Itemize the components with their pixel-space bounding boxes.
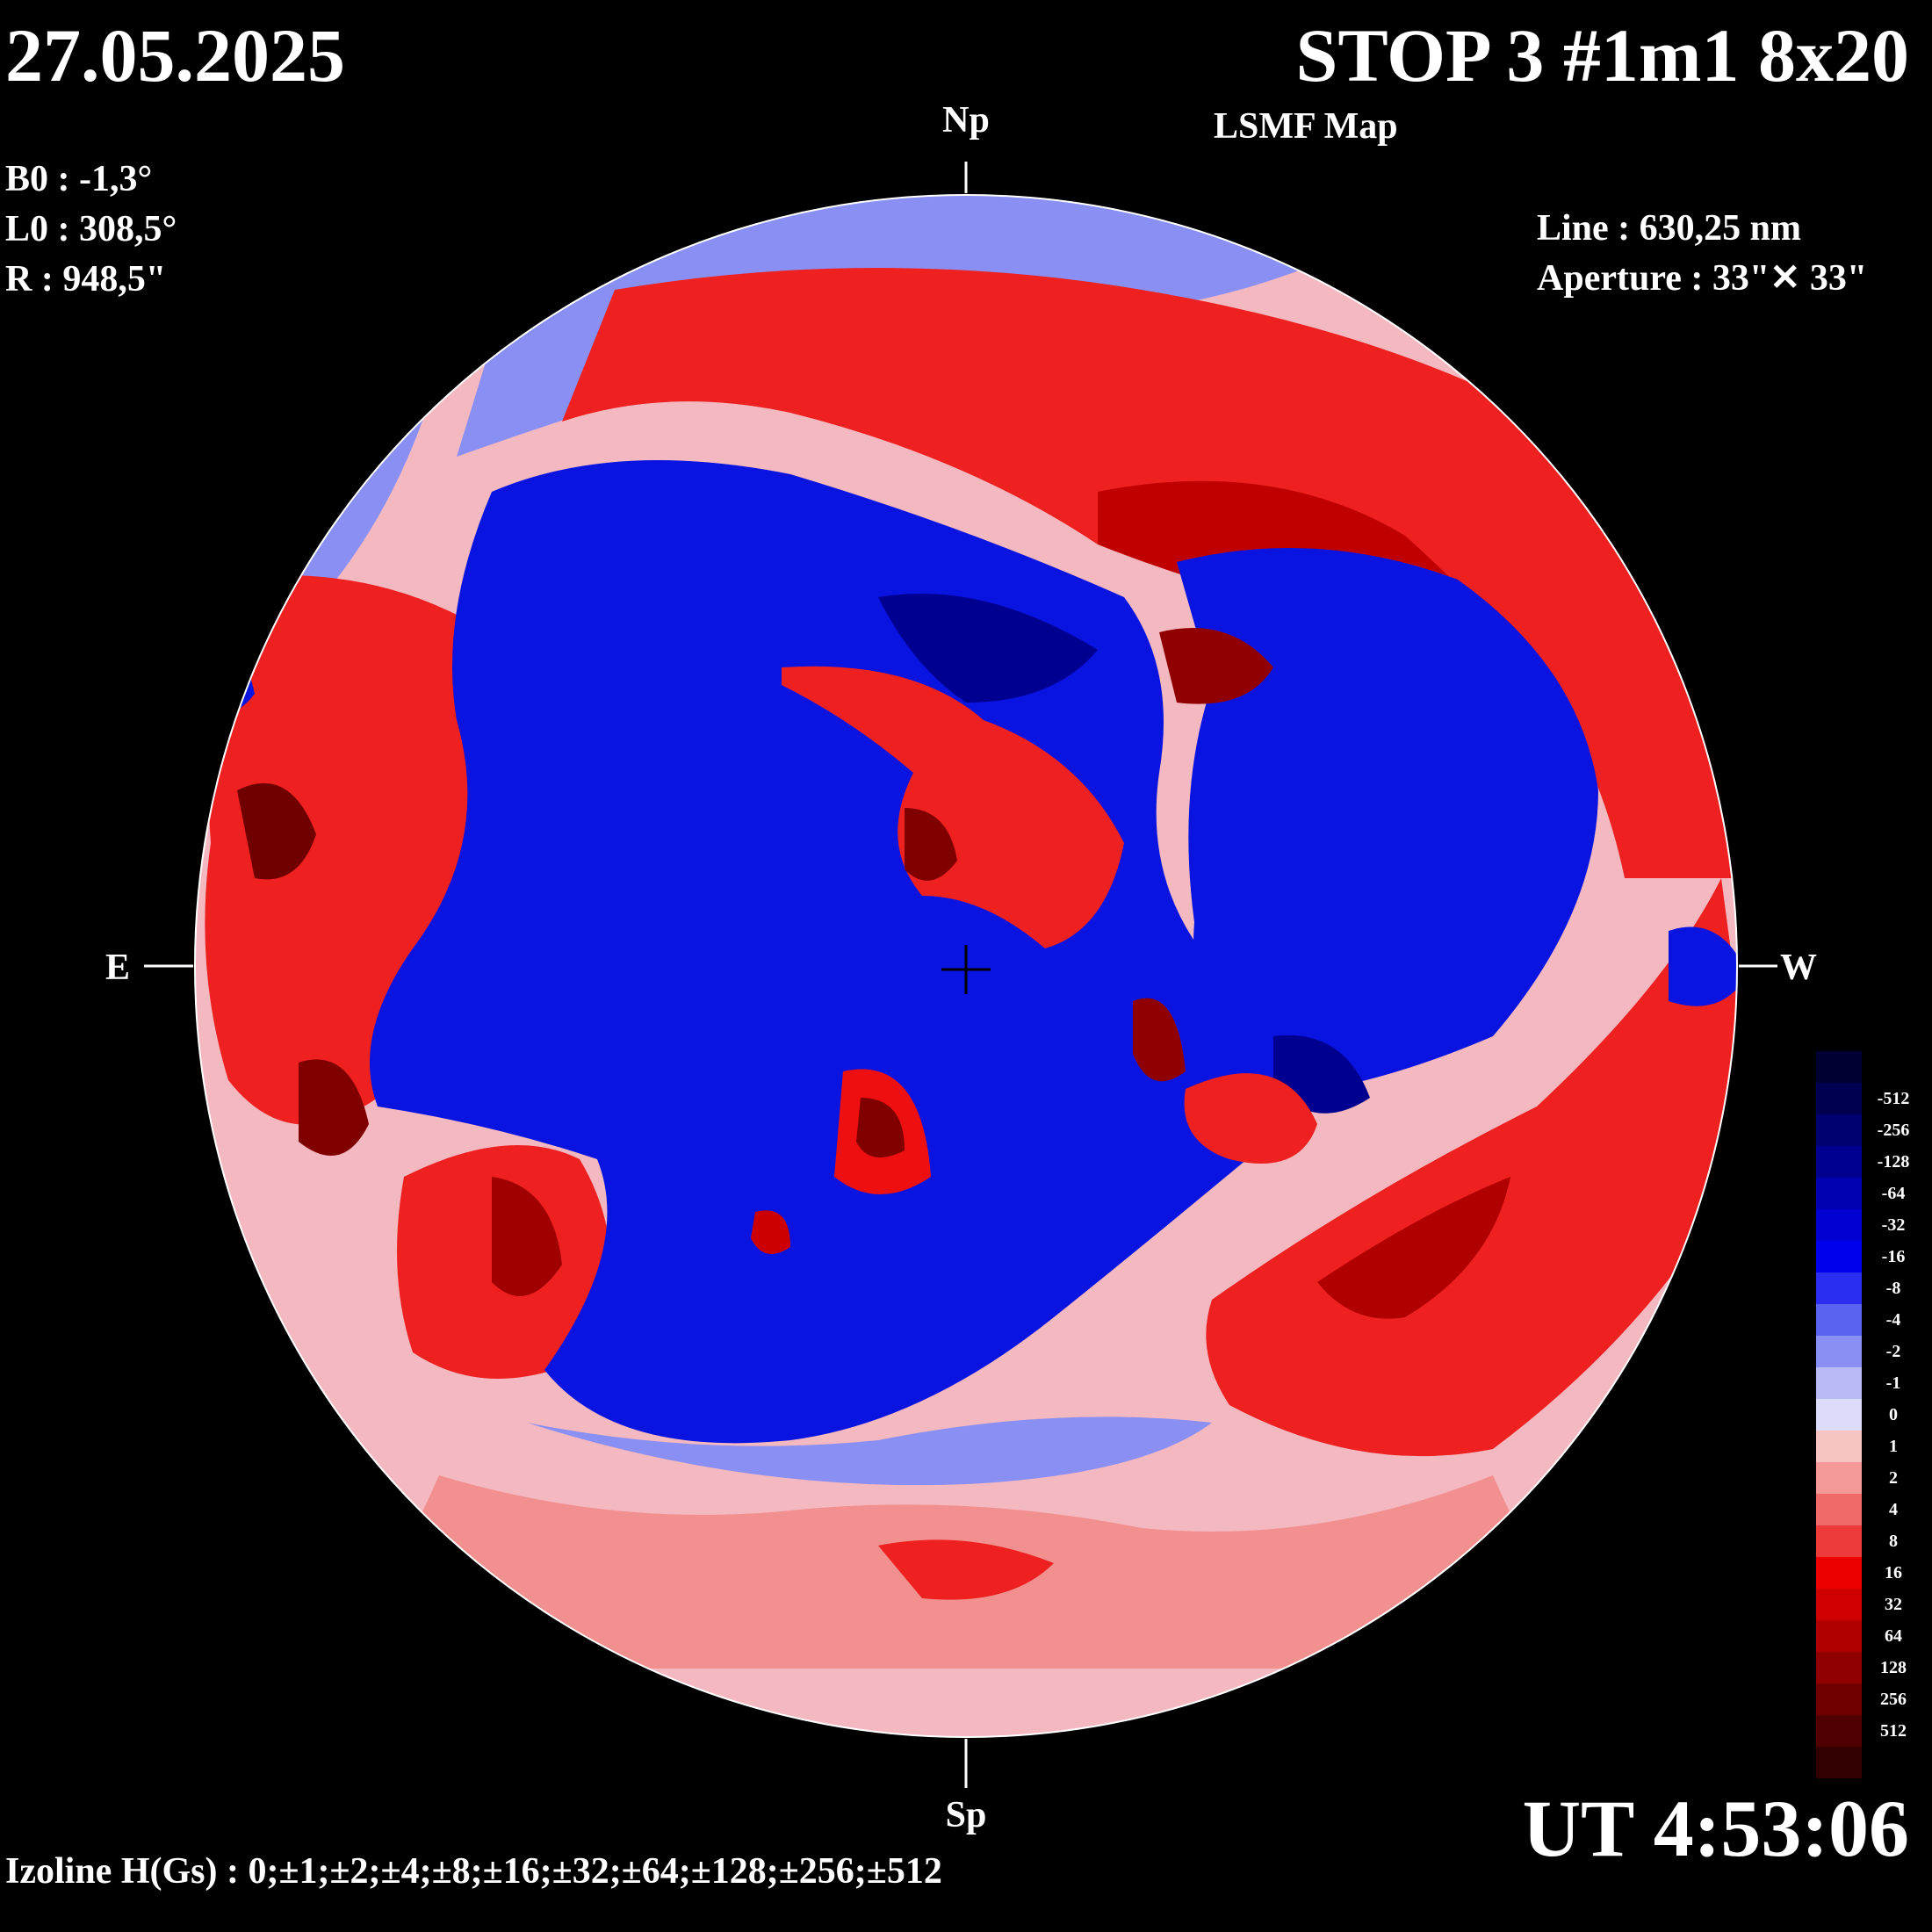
legend-label <box>1867 1747 1920 1778</box>
west-strong-negative <box>1273 1034 1370 1114</box>
legend-swatch <box>1816 1652 1862 1683</box>
legend-swatch <box>1816 1114 1862 1146</box>
legend-label: 16 <box>1885 1563 1902 1582</box>
south-label: Sp <box>946 1795 987 1835</box>
legend-swatch <box>1816 1304 1862 1336</box>
observation-parameters: Line : 630,25 nm Aperture : 33"✕ 33" <box>1537 204 1867 304</box>
legend-swatch <box>1816 1146 1862 1178</box>
solar-parameters: B0 : -1,3° L0 : 308,5° R : 948,5" <box>5 155 177 305</box>
legend-label: -256 <box>1877 1121 1910 1140</box>
legend-swatch <box>1816 1589 1862 1620</box>
legend-label: 256 <box>1880 1690 1907 1709</box>
isoline-levels: Izoline H(Gs) : 0;±1;±2;±4;±8;±16;±32;±6… <box>5 1851 942 1892</box>
observation-date: 27.05.2025 <box>5 13 345 97</box>
legend-swatch <box>1816 1367 1862 1399</box>
legend-swatch <box>1816 1241 1862 1272</box>
south-limb-positive <box>878 1539 1054 1600</box>
legend-swatch <box>1816 1209 1862 1241</box>
legend-swatch <box>1816 1083 1862 1114</box>
northwest-strong-positive <box>1159 628 1273 704</box>
west-label: W <box>1780 948 1817 988</box>
legend-swatch <box>1816 1683 1862 1715</box>
west-center-positive <box>1184 1073 1317 1164</box>
legend-swatch <box>1816 1462 1862 1494</box>
color-scale-labels: -512 -256 -128 -64 -32 -16 -8 -4 -2 -1 0 1 2 4 8 16 32 64… <box>1867 1051 1920 1778</box>
southeast-strong-positive <box>492 1177 562 1296</box>
legend-label: -512 <box>1877 1089 1910 1108</box>
east-positive-region <box>205 575 530 1125</box>
central-strong-positive <box>905 808 957 881</box>
legend-label: 1 <box>1889 1437 1898 1456</box>
legend-label: 64 <box>1885 1626 1902 1646</box>
legend-swatch <box>1816 1399 1862 1431</box>
legend-swatch <box>1816 1051 1862 1083</box>
east-strong-positive-2 <box>299 1059 369 1156</box>
legend-label: 128 <box>1880 1658 1907 1677</box>
legend-label: -8 <box>1885 1279 1901 1298</box>
legend-swatch <box>1816 1494 1862 1525</box>
southwest-strong-positive <box>1317 1177 1510 1319</box>
north-strong-negative <box>878 594 1098 703</box>
west-limb-negative <box>1669 926 1737 1006</box>
legend-label: -32 <box>1881 1215 1906 1235</box>
east-limb-negative <box>195 638 255 714</box>
legend-swatch <box>1816 1178 1862 1209</box>
east-strong-positive-1 <box>237 782 316 880</box>
map-title: STOP 3 #1m1 8x20 <box>1295 13 1909 97</box>
legend-swatch <box>1816 1272 1862 1304</box>
south-small-positive <box>751 1210 790 1254</box>
legend-label: -4 <box>1885 1310 1901 1330</box>
central-positive-intrusion <box>782 666 1124 948</box>
map-subtitle: LSMF Map <box>1214 106 1398 147</box>
legend-label: 32 <box>1885 1595 1902 1614</box>
legend-label: 512 <box>1880 1721 1907 1741</box>
radius-value: R : 948,5" <box>5 259 167 299</box>
east-label: E <box>105 948 130 988</box>
l0-value: L0 : 308,5° <box>5 209 177 249</box>
legend-label: 8 <box>1889 1532 1898 1551</box>
legend-label: 0 <box>1889 1405 1898 1424</box>
disk-limb <box>194 194 1738 1738</box>
legend-swatch <box>1816 1557 1862 1589</box>
west-negative-region <box>1177 548 1598 1098</box>
legend-label: -64 <box>1881 1184 1906 1203</box>
north-positive-band <box>562 268 1737 878</box>
south-weak-negative <box>527 1417 1212 1486</box>
b0-value: B0 : -1,3° <box>5 159 153 199</box>
legend-label: 4 <box>1889 1500 1898 1519</box>
north-label: Np <box>942 100 990 141</box>
legend-label <box>1867 1051 1920 1083</box>
observation-time: UT 4:53:06 <box>1522 1784 1909 1873</box>
solar-disk <box>195 195 1737 1737</box>
legend-swatch <box>1816 1715 1862 1747</box>
spectral-line: Line : 630,25 nm <box>1537 208 1802 249</box>
aperture: Aperture : 33"✕ 33" <box>1537 258 1868 299</box>
legend-swatch <box>1816 1620 1862 1652</box>
legend-label: -16 <box>1881 1247 1906 1266</box>
south-central-strong-positive <box>856 1098 905 1157</box>
legend-swatch <box>1816 1525 1862 1557</box>
center-west-strong-positive <box>1133 998 1186 1082</box>
color-scale-legend <box>1816 1051 1862 1778</box>
legend-swatch <box>1816 1336 1862 1367</box>
legend-label: -2 <box>1885 1342 1901 1361</box>
legend-label: -128 <box>1877 1152 1910 1171</box>
legend-label: 2 <box>1889 1468 1898 1488</box>
legend-label: -1 <box>1885 1373 1901 1393</box>
legend-swatch <box>1816 1747 1862 1778</box>
legend-swatch <box>1816 1431 1862 1462</box>
central-negative-region <box>370 460 1279 1444</box>
southwest-positive-band <box>1206 878 1737 1457</box>
